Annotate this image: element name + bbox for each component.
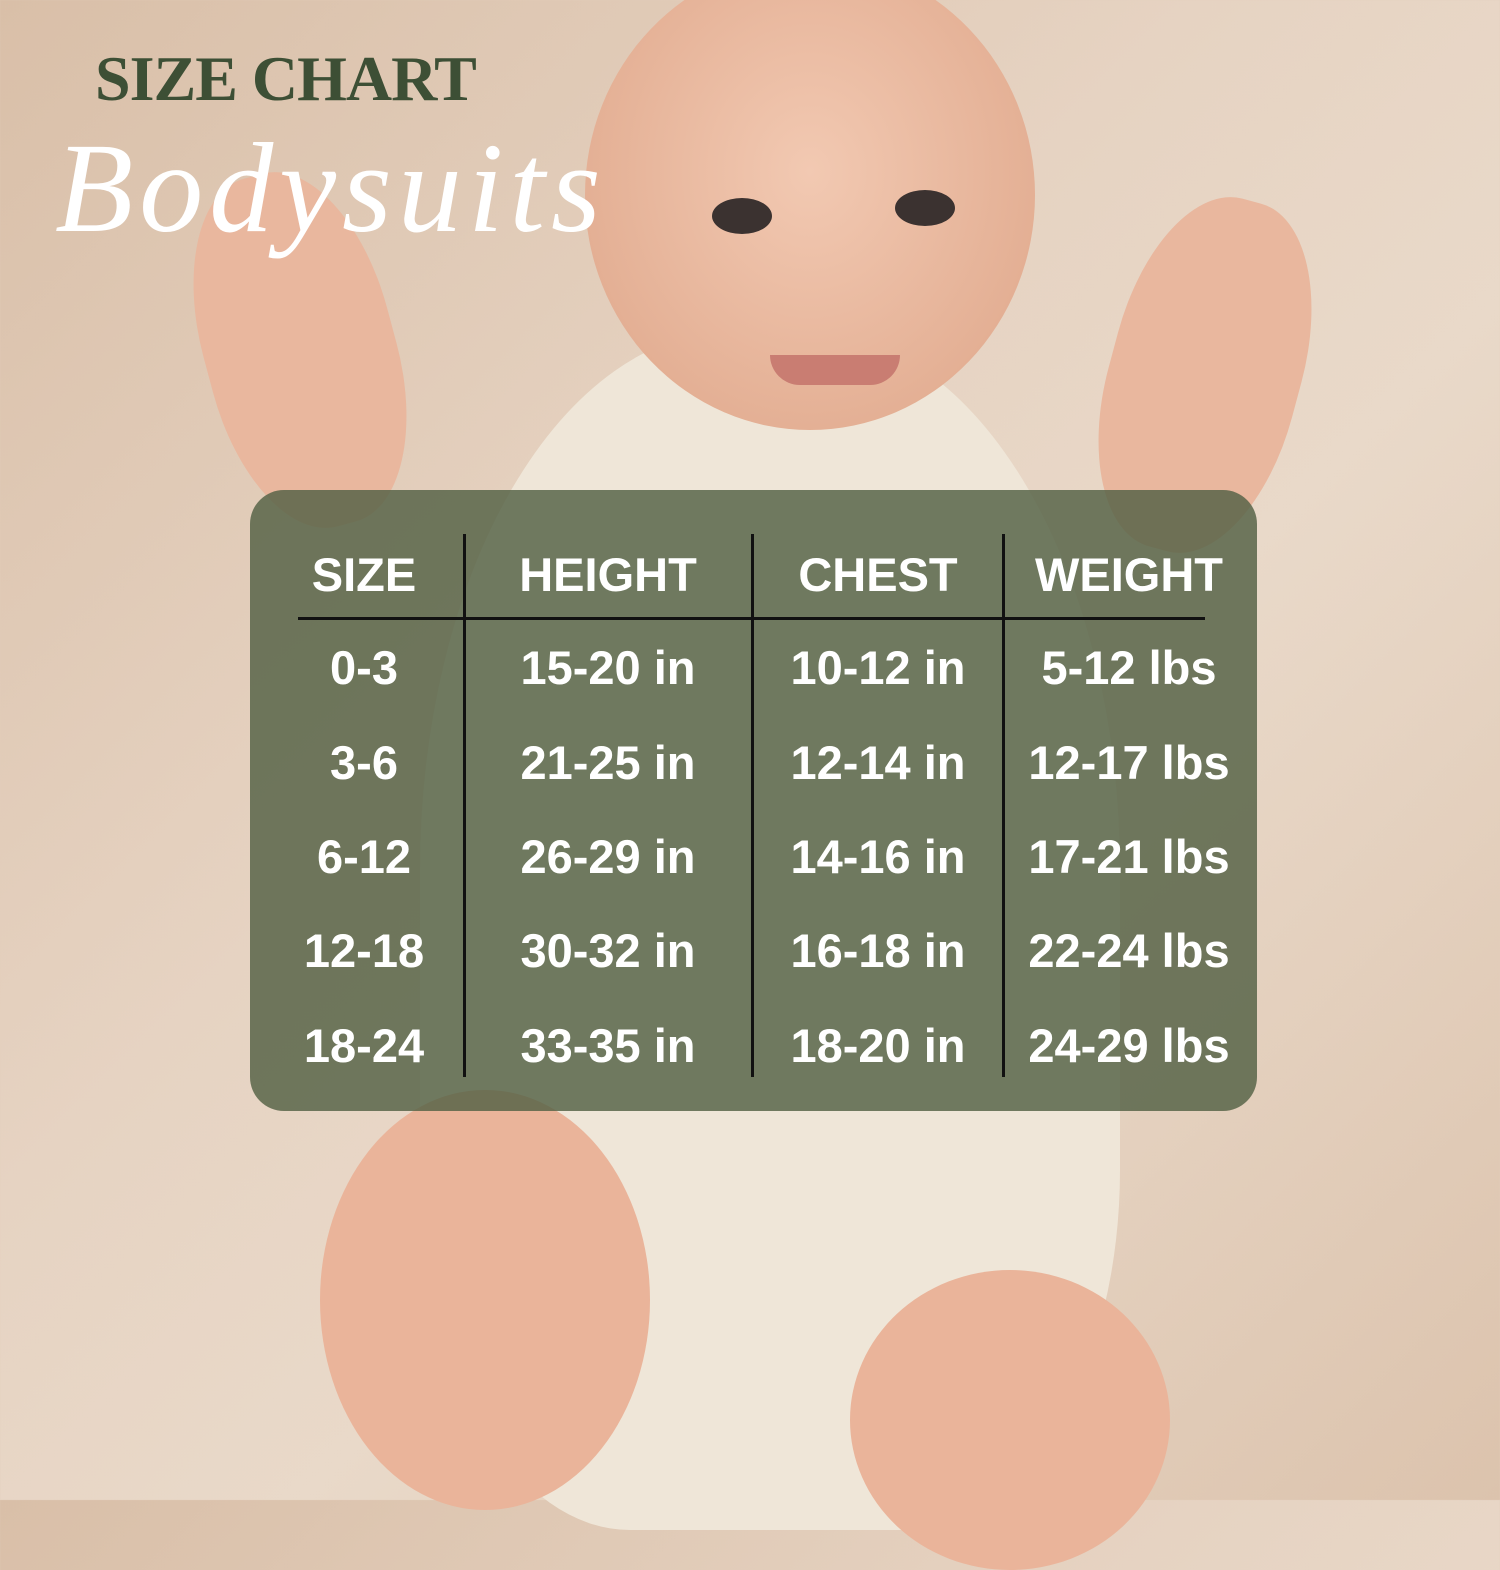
table-cell: 12-18 — [303, 924, 425, 977]
table-cell: 21-25 in — [520, 736, 696, 789]
table-cell: 26-29 in — [520, 830, 696, 883]
table-cell: 6-12 — [316, 830, 412, 883]
bodysuits-subtitle: Bodysuits — [55, 117, 607, 259]
table-cell: 0-3 — [330, 641, 398, 694]
table-cell: 33-35 in — [520, 1019, 696, 1072]
table-cell: 17-21 lbs — [1028, 830, 1230, 883]
table-cell: 18-24 — [303, 1019, 425, 1072]
column-divider — [463, 534, 466, 1077]
column-header: SIZE — [311, 548, 417, 601]
column-divider — [751, 534, 754, 1077]
left-leg — [320, 1090, 650, 1510]
table-cell: 24-29 lbs — [1028, 1019, 1230, 1072]
table-cell: 15-20 in — [520, 641, 696, 694]
table-cell: 12-14 in — [790, 736, 966, 789]
table-cell: 16-18 in — [790, 924, 966, 977]
table-cell: 3-6 — [330, 736, 398, 789]
table-cell: 12-17 lbs — [1028, 736, 1230, 789]
right-leg — [850, 1270, 1170, 1570]
size-chart-title: SIZE CHART — [95, 43, 477, 114]
column-header: HEIGHT — [519, 548, 697, 601]
right-eye — [895, 190, 955, 226]
column-header: CHEST — [798, 548, 958, 601]
mouth — [770, 355, 900, 385]
table-cell: 10-12 in — [790, 641, 966, 694]
table-cell: 30-32 in — [520, 924, 696, 977]
table-cell: 22-24 lbs — [1028, 924, 1230, 977]
left-eye — [712, 198, 772, 234]
table-cell: 14-16 in — [790, 830, 966, 883]
column-header: WEIGHT — [1035, 548, 1223, 601]
table-cell: 18-20 in — [790, 1019, 966, 1072]
column-divider — [1002, 534, 1005, 1077]
header-divider — [298, 617, 1205, 620]
table-cell: 5-12 lbs — [1041, 641, 1217, 694]
